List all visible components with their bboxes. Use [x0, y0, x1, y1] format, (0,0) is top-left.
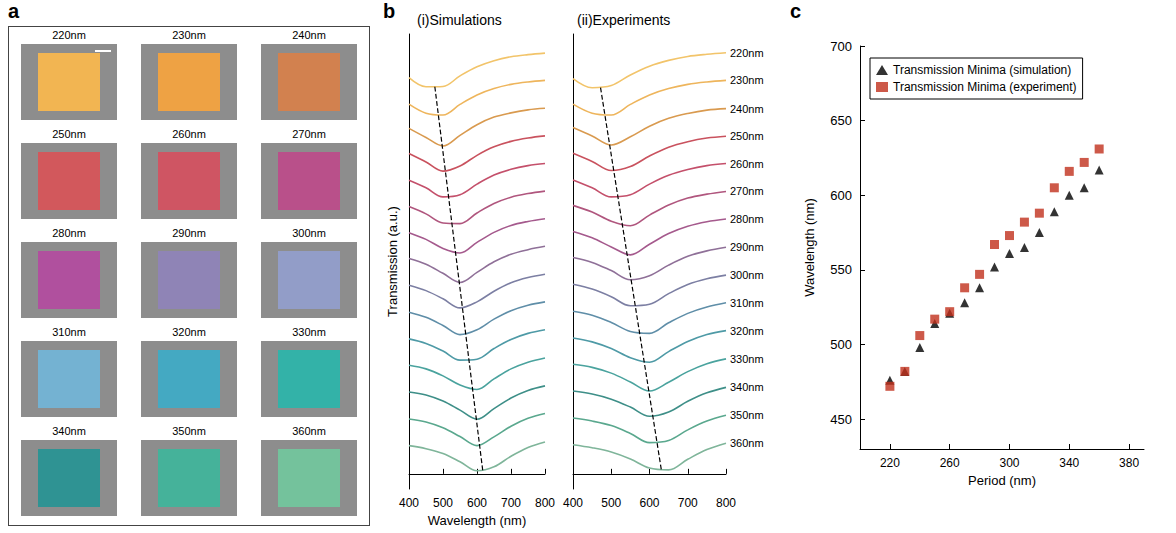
svg-text:340nm: 340nm: [730, 381, 764, 393]
svg-text:Wavelength (nm): Wavelength (nm): [802, 198, 817, 297]
svg-text:250nm: 250nm: [730, 130, 764, 142]
svg-text:500: 500: [433, 496, 453, 510]
svg-text:290nm: 290nm: [730, 241, 764, 253]
svg-text:260: 260: [940, 456, 960, 470]
svg-text:(ii)Experiments: (ii)Experiments: [577, 12, 670, 28]
svg-text:220nm: 220nm: [730, 47, 764, 59]
html-text:a: a: [8, 0, 20, 22]
svg-text:800: 800: [716, 496, 736, 510]
html-text:b: b: [383, 0, 396, 22]
html-text:300nm: 300nm: [292, 227, 326, 239]
html-text:360nm: 360nm: [292, 425, 326, 437]
svg-text:700: 700: [830, 39, 852, 54]
svg-text:500: 500: [601, 496, 621, 510]
svg-text:260nm: 260nm: [730, 158, 764, 170]
html-text:220nm: 220nm: [52, 29, 86, 41]
svg-text:400: 400: [399, 496, 419, 510]
svg-text:700: 700: [678, 496, 698, 510]
svg-text:240nm: 240nm: [730, 103, 764, 115]
svg-text:Transmission (a.u.): Transmission (a.u.): [385, 206, 400, 317]
svg-text:Transmission Minima (experimen: Transmission Minima (experiment): [893, 80, 1077, 94]
svg-text:700: 700: [501, 496, 521, 510]
html-text:310nm: 310nm: [52, 326, 86, 338]
html-text:c: c: [790, 0, 802, 22]
svg-text:340: 340: [1059, 456, 1079, 470]
svg-text:320nm: 320nm: [730, 325, 764, 337]
svg-text:Period (nm): Period (nm): [968, 473, 1036, 488]
html-text:330nm: 330nm: [292, 326, 326, 338]
svg-text:600: 600: [830, 188, 852, 203]
html-text:280nm: 280nm: [52, 227, 86, 239]
svg-text:550: 550: [830, 262, 852, 277]
svg-text:600: 600: [639, 496, 659, 510]
html-text:230nm: 230nm: [172, 29, 206, 41]
svg-text:650: 650: [830, 113, 852, 128]
html-text:350nm: 350nm: [172, 425, 206, 437]
svg-text:300: 300: [999, 456, 1019, 470]
html-text:290nm: 290nm: [172, 227, 206, 239]
svg-text:600: 600: [467, 496, 487, 510]
svg-text:Transmission Minima (simulatio: Transmission Minima (simulation): [893, 63, 1071, 77]
html-text:320nm: 320nm: [172, 326, 206, 338]
svg-text:400: 400: [563, 496, 583, 510]
html-text:270nm: 270nm: [292, 128, 326, 140]
svg-text:(i)Simulations: (i)Simulations: [417, 12, 502, 28]
html-text:240nm: 240nm: [292, 29, 326, 41]
html-text:340nm: 340nm: [52, 425, 86, 437]
svg-text:800: 800: [535, 496, 555, 510]
svg-text:Wavelength (nm): Wavelength (nm): [428, 513, 527, 528]
svg-text:380: 380: [1119, 456, 1139, 470]
svg-text:330nm: 330nm: [730, 353, 764, 365]
svg-text:350nm: 350nm: [730, 409, 764, 421]
svg-text:280nm: 280nm: [730, 213, 764, 225]
svg-text:270nm: 270nm: [730, 185, 764, 197]
svg-text:310nm: 310nm: [730, 297, 764, 309]
html-text:250nm: 250nm: [52, 128, 86, 140]
svg-text:300nm: 300nm: [730, 269, 764, 281]
svg-text:500: 500: [830, 337, 852, 352]
svg-text:230nm: 230nm: [730, 74, 764, 86]
html-text:260nm: 260nm: [172, 128, 206, 140]
svg-text:450: 450: [830, 412, 852, 427]
svg-text:360nm: 360nm: [730, 437, 764, 449]
svg-text:220: 220: [880, 456, 900, 470]
